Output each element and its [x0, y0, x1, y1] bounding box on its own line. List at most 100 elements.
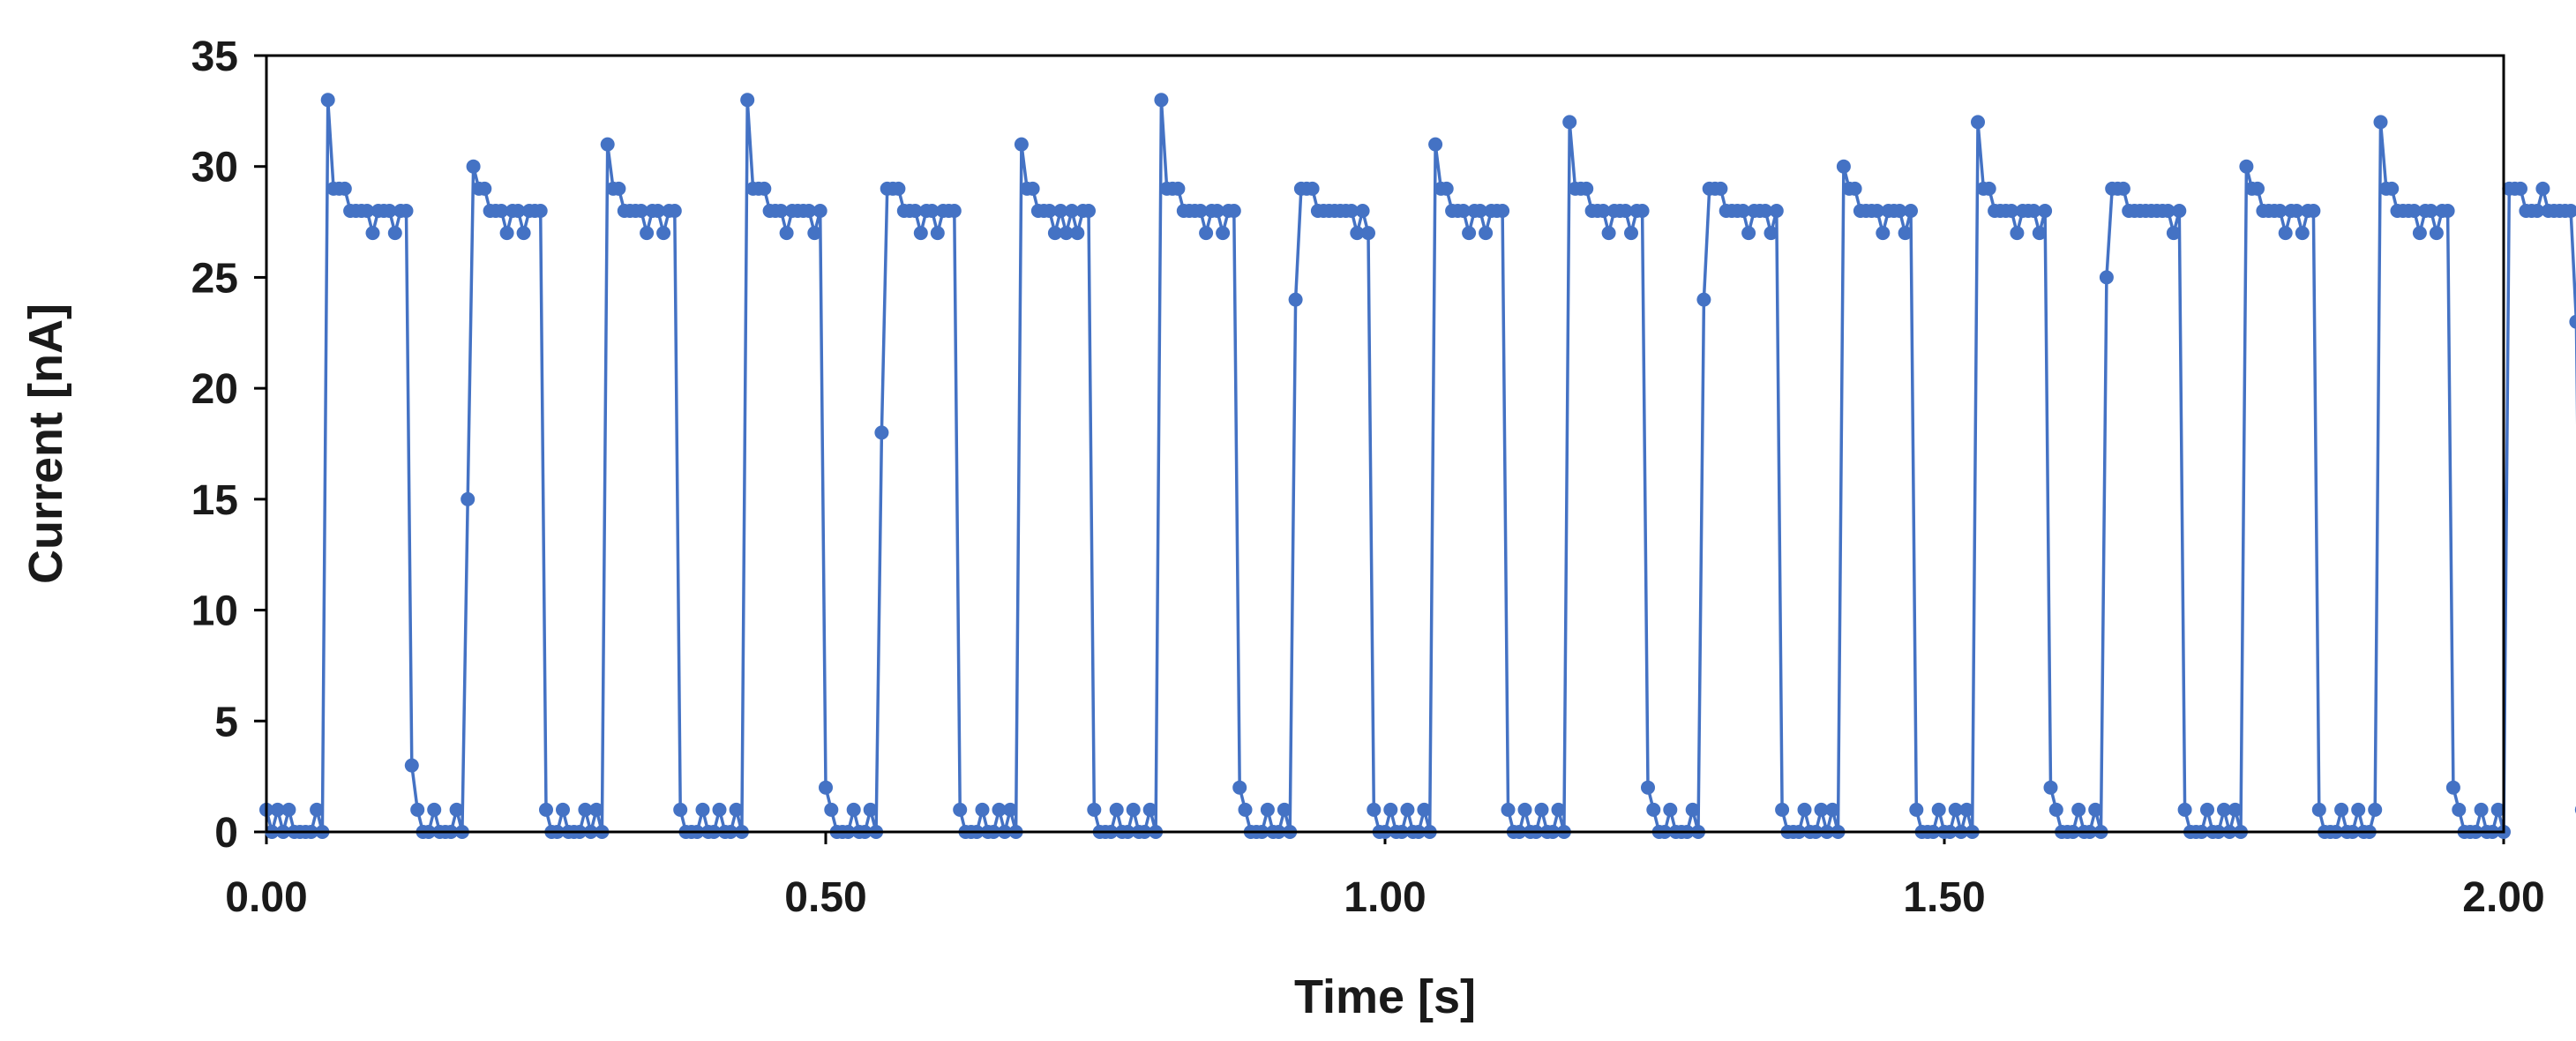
- data-point: [1428, 137, 1443, 152]
- data-point: [365, 226, 380, 241]
- data-point: [556, 802, 570, 817]
- data-point: [1758, 204, 1773, 218]
- y-axis-title: Current [nA]: [19, 303, 72, 584]
- data-point: [1109, 802, 1124, 817]
- data-point: [516, 226, 531, 241]
- data-point: [1171, 181, 1186, 196]
- data-point: [812, 204, 827, 218]
- data-point: [1579, 181, 1594, 196]
- data-point: [281, 802, 296, 817]
- data-point: [2048, 802, 2063, 817]
- data-point: [2445, 780, 2460, 795]
- data-point: [2351, 802, 2366, 817]
- data-point: [846, 802, 861, 817]
- data-point: [656, 226, 671, 241]
- data-point: [2295, 226, 2310, 241]
- data-point: [2423, 204, 2438, 218]
- data-point: [1495, 204, 1510, 218]
- y-tick-label: 25: [191, 255, 238, 302]
- data-point: [1025, 181, 1040, 196]
- data-point: [589, 802, 604, 817]
- data-point: [1087, 802, 1102, 817]
- data-point: [1042, 204, 1057, 218]
- data-point: [712, 802, 727, 817]
- data-point: [1534, 802, 1549, 817]
- data-point: [578, 802, 593, 817]
- data-point: [2099, 270, 2114, 285]
- data-point: [2474, 802, 2489, 817]
- data-point: [740, 93, 755, 108]
- data-point: [1400, 802, 1415, 817]
- data-point: [1260, 802, 1275, 817]
- data-point: [1059, 226, 1074, 241]
- data-point: [863, 802, 878, 817]
- data-point: [925, 204, 940, 218]
- data-point: [2088, 802, 2103, 817]
- data-point: [1047, 226, 1062, 241]
- data-point: [1869, 204, 1884, 218]
- data-point: [2043, 780, 2058, 795]
- data-point: [1696, 292, 1711, 307]
- data-point: [399, 204, 414, 218]
- data-point: [1971, 115, 1985, 130]
- data-point: [802, 204, 816, 218]
- data-point: [953, 802, 968, 817]
- data-point: [2530, 204, 2544, 218]
- plot-frame: [265, 54, 2505, 834]
- data-point: [779, 226, 794, 241]
- data-point: [1014, 137, 1029, 152]
- data-point: [2160, 204, 2175, 218]
- data-point: [1003, 802, 1018, 817]
- data-point: [1624, 226, 1638, 241]
- data-point: [611, 181, 626, 196]
- data-point: [2513, 181, 2527, 196]
- x-tick-label: 1.50: [1903, 874, 1985, 921]
- data-point: [1898, 226, 1913, 241]
- data-point: [1601, 226, 1616, 241]
- data-point: [2115, 181, 2130, 196]
- data-point: [2200, 802, 2214, 817]
- y-tick-label: 20: [191, 366, 238, 413]
- data-point: [461, 491, 476, 506]
- data-point: [1562, 115, 1577, 130]
- data-point: [1305, 181, 1320, 196]
- data-point: [1713, 181, 1728, 196]
- x-tick-label: 1.00: [1344, 874, 1426, 921]
- data-point: [1775, 802, 1790, 817]
- data-point: [1462, 226, 1477, 241]
- data-point: [757, 181, 772, 196]
- series-layer: [259, 93, 2576, 839]
- data-point: [1517, 802, 1532, 817]
- data-point: [1909, 802, 1924, 817]
- data-point: [2217, 802, 2231, 817]
- data-point: [2228, 802, 2243, 817]
- data-point: [1551, 802, 1566, 817]
- data-point: [633, 204, 648, 218]
- y-tick-label: 30: [191, 145, 238, 191]
- data-point: [533, 204, 548, 218]
- data-point: [1641, 780, 1655, 795]
- data-point: [1959, 802, 1974, 817]
- data-point: [1596, 204, 1611, 218]
- data-point: [947, 204, 962, 218]
- data-point: [1355, 204, 1370, 218]
- data-point: [1618, 204, 1633, 218]
- data-point: [1193, 204, 1208, 218]
- data-point: [466, 159, 481, 174]
- data-point: [1814, 802, 1829, 817]
- data-point: [1209, 204, 1224, 218]
- data-point: [2373, 115, 2388, 130]
- data-point: [891, 181, 906, 196]
- y-tick-label: 0: [214, 810, 238, 857]
- data-point: [387, 226, 402, 241]
- data-point: [2250, 181, 2265, 196]
- y-tick-label: 5: [214, 699, 238, 745]
- data-point: [1646, 802, 1661, 817]
- data-point: [2177, 802, 2192, 817]
- data-point: [499, 226, 514, 241]
- data-point: [2071, 802, 2086, 817]
- data-point: [2004, 204, 2019, 218]
- data-point: [1350, 226, 1365, 241]
- data-point: [1931, 802, 1946, 817]
- data-point: [600, 137, 615, 152]
